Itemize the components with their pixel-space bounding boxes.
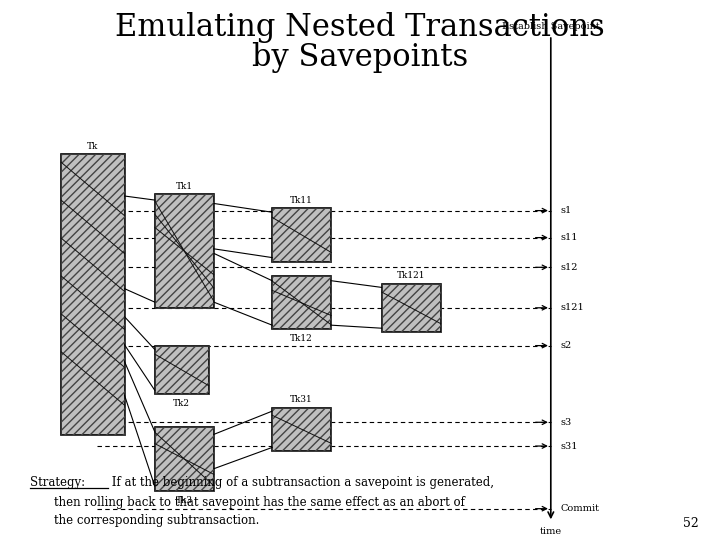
Bar	[272, 276, 331, 329]
Text: Emulating Nested Transactions: Emulating Nested Transactions	[115, 12, 605, 43]
Bar	[272, 408, 331, 451]
Bar	[382, 284, 441, 332]
Text: Tk31: Tk31	[290, 395, 313, 404]
Bar	[61, 154, 125, 435]
Text: s12: s12	[560, 263, 577, 272]
Text: the corresponding subtransaction.: the corresponding subtransaction.	[54, 514, 259, 527]
Bar	[155, 427, 214, 491]
Text: Tk2: Tk2	[174, 399, 190, 408]
Text: s2: s2	[560, 341, 572, 350]
Bar	[272, 408, 331, 451]
Text: then rolling back to that savepoint has the same effect as an abort of: then rolling back to that savepoint has …	[54, 496, 465, 509]
Text: Tk3: Tk3	[176, 496, 193, 505]
Text: s3: s3	[560, 418, 572, 427]
Text: time: time	[540, 526, 562, 536]
Bar	[272, 208, 331, 262]
Text: s121: s121	[560, 303, 584, 312]
Text: Tk11: Tk11	[290, 195, 313, 205]
Text: Tk121: Tk121	[397, 271, 426, 280]
Text: s31: s31	[560, 442, 577, 450]
Bar	[272, 208, 331, 262]
Text: Tk: Tk	[87, 141, 99, 151]
Text: Strategy:: Strategy:	[30, 476, 86, 489]
Text: If at the beginning of a subtransaction a savepoint is generated,: If at the beginning of a subtransaction …	[108, 476, 494, 489]
Bar	[155, 427, 214, 491]
Text: s11: s11	[560, 233, 577, 242]
Text: Tk1: Tk1	[176, 182, 193, 191]
Bar	[382, 284, 441, 332]
Text: Establish Savepoint: Establish Savepoint	[502, 22, 600, 31]
Bar	[155, 194, 214, 308]
Text: Commit: Commit	[560, 504, 599, 513]
Bar	[155, 346, 209, 394]
Text: s1: s1	[560, 206, 572, 215]
Bar	[61, 154, 125, 435]
Text: by Savepoints: by Savepoints	[252, 42, 468, 73]
Text: 52: 52	[683, 517, 698, 530]
Bar	[155, 346, 209, 394]
Bar	[155, 194, 214, 308]
Text: Tk12: Tk12	[290, 334, 313, 343]
Bar	[272, 276, 331, 329]
